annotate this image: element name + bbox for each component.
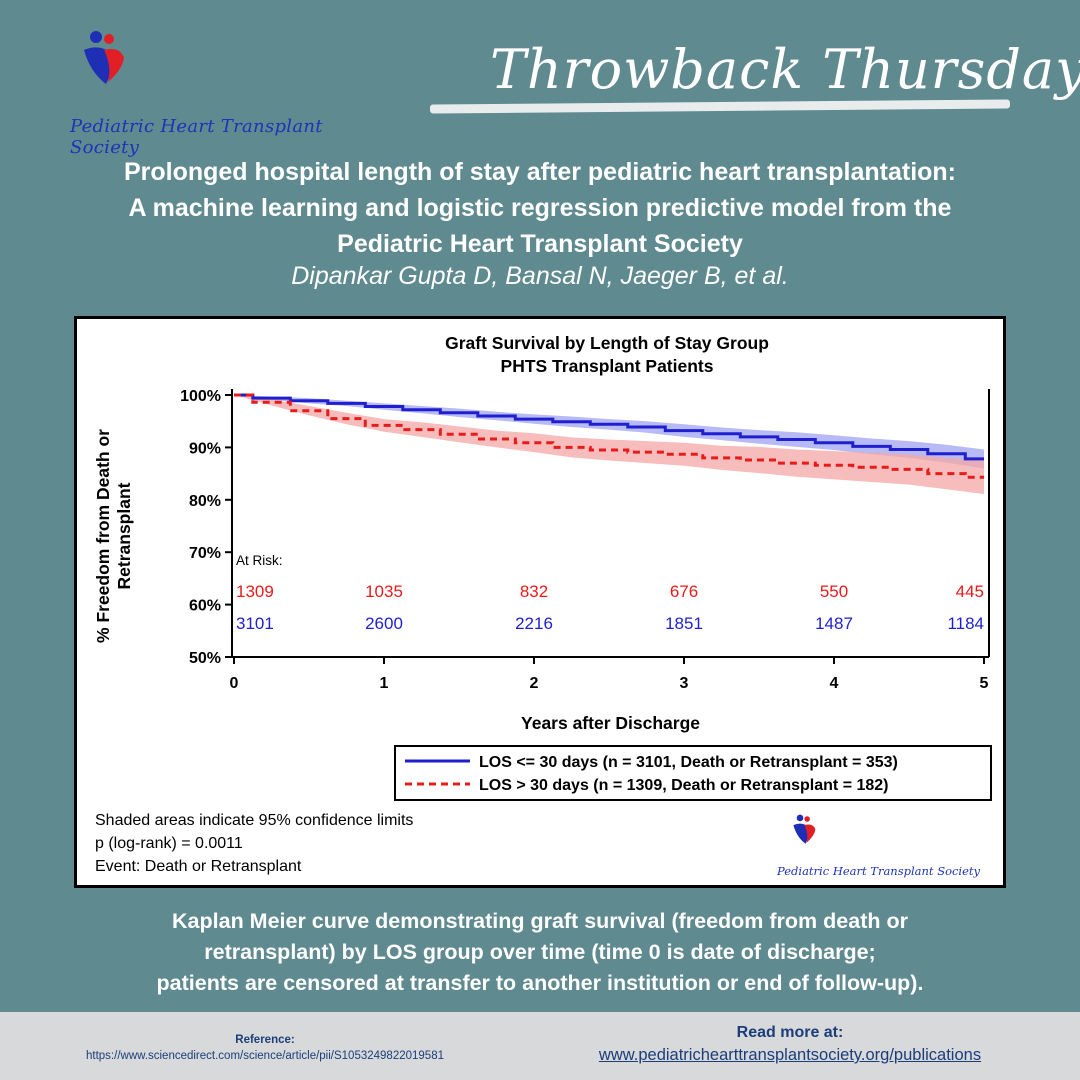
x-tick-label: 5 [980, 675, 989, 692]
paper-title-line: Prolonged hospital length of stay after … [123, 158, 957, 186]
at-risk-count: 445 [956, 582, 984, 601]
society-logo: Pediatric Heart Transplant Society [70, 28, 390, 158]
confidence-band-series-2 [234, 395, 984, 494]
y-tick-label: 60% [189, 598, 221, 615]
at-risk-label: At Risk: [236, 553, 283, 568]
y-tick-label: 90% [189, 440, 221, 457]
at-risk-count: 1487 [815, 614, 853, 633]
reference-label: Reference: [235, 1034, 295, 1046]
survival-curve-series-1 [234, 393, 984, 461]
x-tick-label: 2 [530, 675, 539, 692]
at-risk-count: 1851 [665, 614, 703, 633]
y-axis-label: % Freedom from Death orRetransplant [93, 429, 134, 643]
y-tick-label: 70% [189, 545, 221, 562]
y-axis-label-line: Retransplant [114, 482, 134, 589]
heart-figures-icon [84, 31, 124, 84]
society-name-text: Pediatric Heart Transplant Society [70, 116, 323, 158]
y-tick-label: 100% [180, 388, 221, 405]
figure-caption: Kaplan Meier curve demonstrating graft s… [20, 906, 1060, 999]
caption-line: retransplant) by LOS group over time (ti… [204, 940, 876, 964]
chart-title: Graft Survival by Length of Stay Group [445, 333, 769, 353]
kaplan-meier-figure: Graft Survival by Length of Stay Group P… [74, 316, 1006, 888]
x-tick-label: 1 [380, 675, 389, 692]
chart-annotation: p (log-rank) = 0.0011 [95, 835, 243, 852]
chart-annotation: Shaded areas indicate 95% confidence lim… [95, 812, 413, 829]
reference-link[interactable]: https://www.sciencedirect.com/science/ar… [86, 1050, 444, 1062]
legend-label-series-1: LOS <= 30 days (n = 3101, Death or Retra… [479, 754, 898, 771]
x-tick-label: 4 [830, 675, 839, 692]
at-risk-count: 2600 [365, 614, 403, 633]
kaplan-meier-chart: Graft Survival by Length of Stay Group P… [93, 333, 992, 878]
at-risk-count: 2216 [515, 614, 553, 633]
y-tick-label: 50% [189, 650, 221, 667]
x-tick-label: 3 [680, 675, 689, 692]
confidence-band-series-1 [234, 395, 984, 469]
legend-label-series-2: LOS > 30 days (n = 1309, Death or Retran… [479, 777, 889, 794]
banner-underline [429, 99, 1011, 114]
paper-authors: Dipankar Gupta D, Bansal N, Jaeger B, et… [291, 262, 789, 290]
at-risk-count: 1309 [236, 582, 274, 601]
at-risk-count: 550 [820, 582, 848, 601]
footer: Reference: https://www.sciencedirect.com… [0, 1012, 1080, 1080]
at-risk-count: 832 [520, 582, 548, 601]
read-more-label: Read more at: [736, 1024, 844, 1041]
legend-box [394, 745, 992, 801]
at-risk-count: 3101 [236, 614, 274, 633]
read-more-link[interactable]: www.pediatrichearttransplantsociety.org/… [598, 1046, 982, 1064]
caption-line: Kaplan Meier curve demonstrating graft s… [172, 909, 908, 933]
at-risk-count: 676 [670, 582, 698, 601]
at-risk-count: 1035 [365, 582, 403, 601]
chart-annotation: Event: Death or Retransplant [95, 858, 302, 875]
caption-line: patients are censored at transfer to ano… [156, 971, 924, 995]
at-risk-count: 1184 [947, 614, 984, 633]
figure-society-logo: Pediatric Heart Transplant Society [776, 814, 981, 878]
figure-society-name: Pediatric Heart Transplant Society [776, 864, 981, 878]
chart-subtitle: PHTS Transplant Patients [501, 356, 714, 376]
x-tick-label: 0 [230, 675, 239, 692]
banner-title: Throwback Thursday [490, 38, 1080, 101]
y-axis-label-line: % Freedom from Death or [93, 429, 113, 643]
paper-title-line: Pediatric Heart Transplant Society [337, 230, 743, 258]
paper-title: Prolonged hospital length of stay after … [20, 154, 1060, 262]
y-tick-label: 80% [189, 493, 221, 510]
x-axis-label: Years after Discharge [521, 713, 700, 733]
banner: Throwback Thursday [429, 20, 1080, 130]
heart-figures-icon [793, 814, 816, 844]
paper-title-line: A machine learning and logistic regressi… [128, 194, 952, 222]
